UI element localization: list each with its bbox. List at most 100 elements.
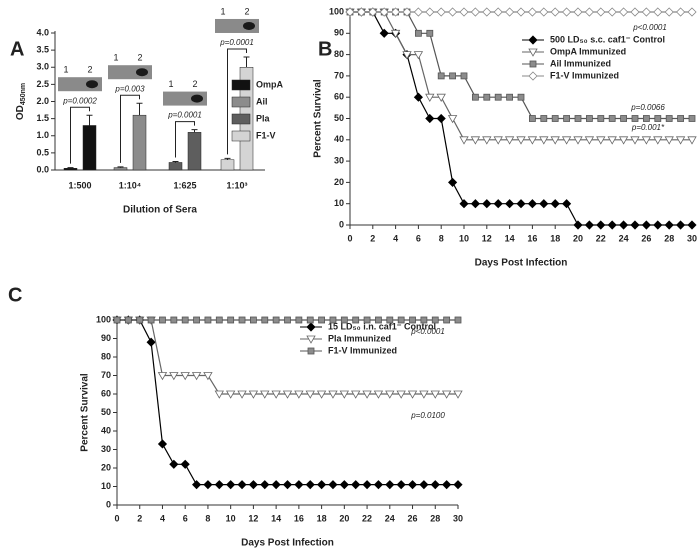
marker: [284, 316, 291, 324]
lane-label: 1: [168, 79, 173, 89]
error-bar: [224, 157, 231, 160]
marker: [550, 136, 560, 145]
marker: [146, 337, 156, 347]
marker: [664, 136, 674, 145]
p-value: p<0.0001: [632, 23, 667, 32]
x-tick-label: 8: [205, 513, 210, 523]
error-bar: [117, 166, 124, 168]
marker: [419, 390, 429, 399]
marker: [385, 480, 395, 490]
p-value: p=0.0001: [219, 38, 254, 47]
marker: [294, 480, 304, 490]
marker: [596, 136, 606, 145]
marker: [641, 7, 651, 17]
y-label-text: OD: [15, 105, 26, 120]
p-value: p=0.0002: [62, 96, 97, 105]
marker: [436, 113, 446, 124]
x-tick-label: 28: [430, 513, 440, 523]
marker: [449, 72, 457, 80]
marker: [124, 316, 132, 324]
y-tick-label: 2.5: [36, 79, 49, 89]
bar: [187, 132, 202, 171]
x-tick-label: 0: [114, 513, 119, 523]
panel-letter: B: [318, 38, 332, 60]
marker: [516, 7, 526, 17]
marker: [170, 316, 178, 324]
legend-label: Pla Immunized: [328, 333, 391, 343]
marker: [328, 390, 338, 399]
p-value: p=0.003: [114, 84, 145, 93]
marker: [619, 7, 629, 17]
x-tick-label: 22: [362, 513, 372, 523]
y-tick-label: 4.0: [36, 27, 49, 37]
p-value: p=0.0100: [410, 411, 445, 420]
marker: [157, 439, 168, 449]
lane-label: 2: [137, 53, 142, 63]
marker: [203, 480, 213, 490]
marker: [641, 220, 651, 230]
marker: [261, 316, 269, 324]
marker: [436, 93, 446, 103]
marker: [442, 480, 452, 490]
y-tick-label: 90: [334, 28, 344, 38]
bar: [113, 167, 128, 171]
y-tick-label: 3.0: [36, 62, 49, 72]
marker: [584, 136, 595, 145]
y-tick-label: 100: [96, 314, 111, 324]
marker: [356, 7, 366, 17]
marker: [470, 7, 480, 17]
marker: [180, 459, 190, 469]
marker: [586, 115, 593, 122]
marker: [573, 7, 583, 17]
marker: [282, 390, 293, 399]
marker: [471, 93, 479, 101]
marker: [441, 390, 452, 399]
marker: [169, 372, 179, 381]
x-tick-label: 4: [393, 233, 398, 243]
y-tick-label: 1.0: [36, 130, 49, 140]
bracket: [120, 94, 140, 163]
marker: [345, 7, 355, 17]
panel-letter: C: [8, 284, 22, 306]
lane-label: 1: [113, 53, 118, 63]
y-tick-label: 40: [334, 134, 344, 144]
marker: [396, 390, 406, 399]
x-tick-label: 12: [482, 233, 492, 243]
marker: [317, 480, 327, 490]
marker: [505, 7, 515, 17]
y-tick-label: 10: [101, 481, 111, 491]
lane-label: 2: [192, 79, 197, 89]
x-tick-label: 16: [294, 513, 304, 523]
marker: [677, 115, 684, 122]
x-axis-label: Dilution of Sera: [123, 205, 197, 216]
x-tick-label: 6: [416, 233, 421, 243]
marker: [493, 199, 503, 209]
bar: [168, 162, 183, 171]
marker: [379, 7, 389, 17]
blot-band: [191, 94, 203, 103]
marker: [665, 115, 673, 122]
y-label-sub: 450nm: [20, 83, 27, 105]
marker: [413, 7, 423, 17]
marker: [562, 199, 572, 209]
legend-label: F1-V Immunized: [550, 70, 619, 80]
x-tick-label: 0: [347, 233, 352, 243]
legend-label: F1-V: [256, 130, 276, 140]
x-tick-label: 12: [248, 513, 258, 523]
marker: [608, 115, 616, 122]
marker: [362, 480, 372, 490]
marker: [459, 7, 469, 17]
bracket: [70, 106, 90, 164]
marker: [362, 390, 372, 399]
bar: [82, 125, 97, 171]
marker: [550, 199, 560, 209]
y-tick-label: 30: [101, 444, 111, 454]
marker: [482, 199, 492, 209]
marker: [664, 220, 674, 230]
marker: [390, 29, 401, 39]
y-tick-label: 60: [101, 388, 111, 398]
marker: [539, 136, 549, 145]
x-axis-label: Days Post Infection: [241, 538, 334, 549]
x-tick-label: 10: [459, 233, 469, 243]
marker: [363, 316, 371, 324]
